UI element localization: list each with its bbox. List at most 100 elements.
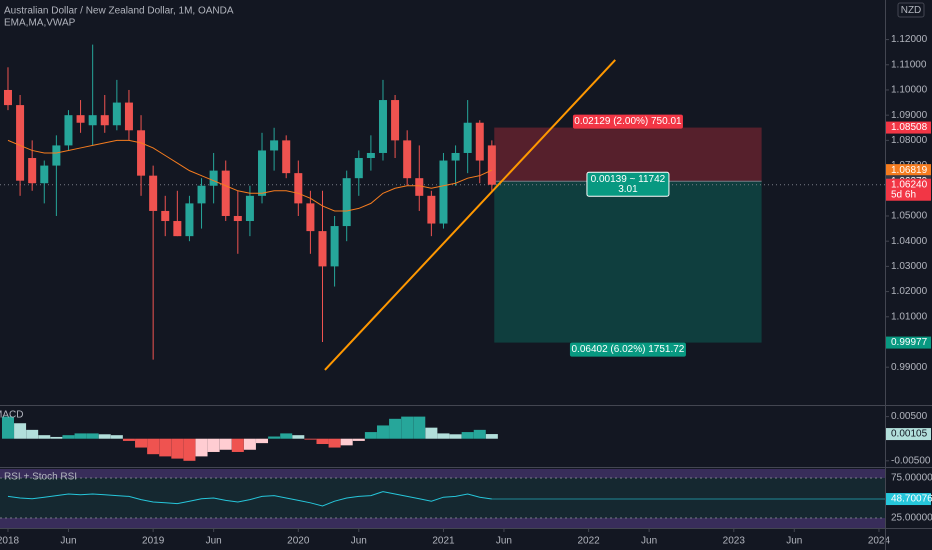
macd-bar [352,438,365,441]
macd-bar [304,438,317,440]
candle-body [197,185,206,204]
candle-body [391,100,400,141]
y-tick-label: 1.09000 [891,110,928,121]
macd-bar [62,435,75,439]
macd-bar [159,438,172,457]
candle-body [366,152,375,159]
macd-bar [401,416,414,439]
rsi-overbought [0,469,885,478]
price-tag [886,164,931,177]
candle-body [415,178,424,196]
macd-bar [425,427,438,439]
x-tick-label: Jun [496,536,512,547]
macd-bar [364,432,377,439]
candle-body [306,203,315,232]
price-tag-label: 0.99977 [891,337,928,348]
candle-body [173,221,182,237]
candle-body [64,115,73,146]
candle-body [88,115,97,126]
macd-tag [886,428,931,441]
macd-tag-label: 0.00105 [891,429,928,440]
macd-bar [243,438,256,450]
macd-bar [183,438,196,461]
price-tag [886,178,931,201]
price-tag-sub: 5d 6h [891,189,916,200]
candle-body [3,89,12,106]
price-tag-label: 1.06240 [891,179,928,190]
candle-body [161,210,170,222]
y-tick-label: 1.02000 [891,286,928,297]
currency[interactable]: NZD [901,5,922,16]
macd-bar [449,434,462,439]
candle-body [270,140,279,151]
x-tick-label: 2019 [142,536,165,547]
candle-body [318,231,327,267]
candle-body [282,140,291,174]
rsi-title: RSI + Stoch RSI [4,472,77,483]
rsi-tick-label: 75.00000 [891,473,932,484]
candle-body [76,115,85,123]
x-tick-label: Jun [60,536,76,547]
macd-bar [316,438,329,445]
candle-body [40,165,49,184]
x-tick-label: 2023 [723,536,746,547]
panes: 0.990001.000001.010001.020001.030001.040… [0,34,932,547]
candle-body [354,158,363,179]
candle-body [403,140,412,179]
macd-tick-label: -0.00500 [891,455,931,466]
candle-body [185,203,194,237]
macd-tick-label: 0.00500 [891,411,928,422]
candle-body [100,115,109,126]
y-tick-label: 1.05000 [891,211,928,222]
x-tick-label: 2020 [287,536,310,547]
candle-body [427,195,436,224]
macd-bar [50,436,63,439]
macd-bar [268,436,281,439]
rsi-line [7,491,492,507]
macd-bar [110,435,123,439]
x-tick-label: Jun [641,536,657,547]
chart-title: Australian Dollar / New Zealand Dollar, … [4,6,234,17]
rsi-oversold [0,518,885,528]
macd-bar [292,435,305,439]
macd-bar [74,433,87,439]
y-tick-label: 1.11000 [891,59,927,70]
macd-bar [280,433,293,439]
candle-body [378,100,387,153]
macd-bar [328,438,341,448]
candle-body [16,105,25,181]
x-tick-label: Jun [786,536,802,547]
x-tick-label: Jun [206,536,222,547]
macd-bar [485,434,498,439]
rsi-tag [886,493,931,506]
macd-bar [437,433,450,439]
macd-bar [147,438,160,455]
macd-bar [231,438,244,452]
x-tick-label: 2024 [868,536,891,547]
candle-body [439,160,448,224]
macd-bar [14,423,27,439]
candle-body [149,175,158,211]
macd-bar [171,438,184,459]
candle-body [124,102,133,131]
candle-body [294,173,303,204]
price-tag-label: 1.06819 [891,165,928,176]
target-label-box [569,342,686,357]
candle-body [137,130,146,176]
stop-label-box [572,114,683,129]
macd-bar [256,438,269,444]
macd-bar [461,432,474,439]
macd-bar [1,416,14,439]
macd-bar [389,418,402,439]
x-tick-label: 2018 [0,536,20,547]
y-tick-label: 1.10000 [891,85,928,96]
candle-body [258,150,267,196]
stop-label: 0.02129 (2.00%) 750.01 [574,116,682,127]
candle-body [245,195,254,222]
macd-bar [135,438,148,448]
currency-box[interactable] [897,2,925,18]
candle-body [233,215,242,222]
